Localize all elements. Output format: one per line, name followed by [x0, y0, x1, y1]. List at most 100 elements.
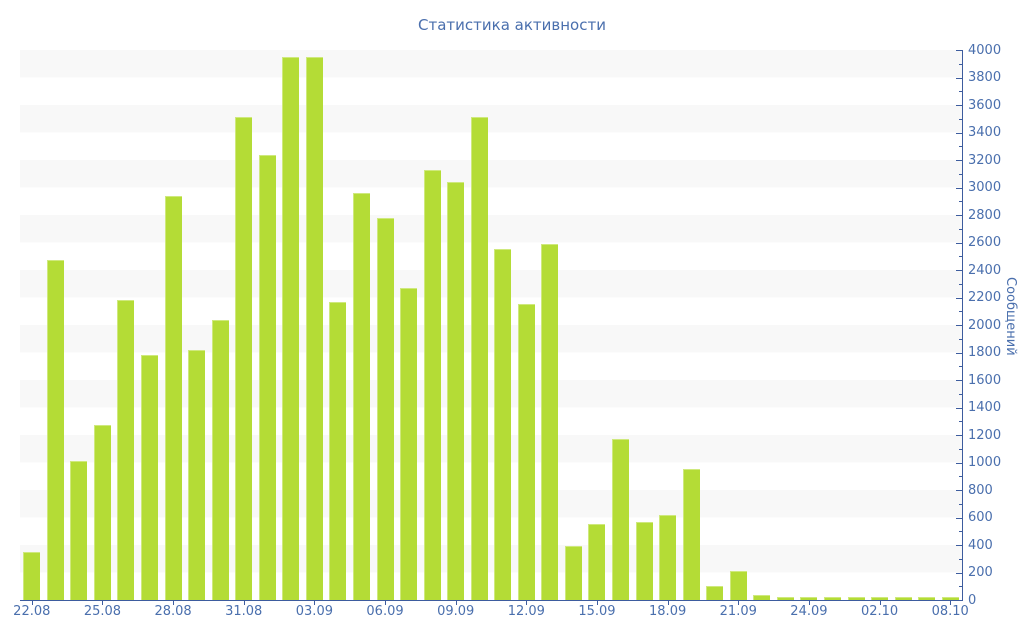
x-axis-tick-label: 15.09	[578, 604, 616, 619]
bar[interactable]	[235, 117, 253, 600]
y-axis-tick-label: 3000	[968, 180, 1002, 195]
bar[interactable]	[400, 287, 418, 600]
y-axis-tick-label: 2200	[968, 290, 1002, 305]
x-axis-tick-label: 24.09	[790, 604, 828, 619]
y-axis-tick-label: 1400	[968, 400, 1002, 415]
x-axis-tick	[667, 600, 669, 605]
x-axis-tick	[879, 600, 881, 605]
y-axis-tick-label: 400	[968, 537, 993, 553]
y-axis-tick-label: 3400	[968, 125, 1002, 140]
bar[interactable]	[494, 249, 512, 600]
y-axis-minor-tick	[958, 558, 962, 560]
bar[interactable]	[117, 300, 135, 600]
y-axis-tick	[956, 215, 962, 216]
y-axis-tick-label: 3200	[968, 152, 1002, 168]
y-axis-minor-tick	[958, 476, 962, 478]
bar[interactable]	[800, 597, 818, 600]
x-axis-tick	[950, 600, 952, 605]
y-axis-tick	[956, 435, 962, 436]
x-axis-tick-label: 21.09	[719, 604, 757, 619]
bar[interactable]	[23, 551, 41, 600]
bar[interactable]	[659, 514, 677, 600]
x-axis-ticks	[20, 600, 962, 605]
bar[interactable]	[541, 243, 559, 600]
x-axis-tick	[808, 600, 810, 605]
bar[interactable]	[329, 301, 347, 600]
y-axis-minor-tick	[958, 146, 962, 148]
bar[interactable]	[211, 319, 229, 600]
y-axis-minor-tick	[958, 421, 962, 423]
y-axis-tick	[956, 50, 962, 51]
bar[interactable]	[941, 597, 959, 600]
y-axis-tick-label: 4000	[968, 42, 1002, 58]
bar[interactable]	[70, 461, 88, 600]
y-axis-tick	[956, 325, 962, 326]
y-axis-tick	[956, 242, 962, 244]
y-axis-tick-label: 1200	[968, 427, 1002, 443]
bar[interactable]	[517, 304, 535, 600]
x-axis-tick	[102, 600, 104, 605]
y-axis-tick	[956, 352, 962, 354]
bar[interactable]	[447, 182, 465, 600]
y-axis-minor-tick	[958, 448, 962, 450]
bar[interactable]	[564, 546, 582, 600]
x-axis-tick	[314, 600, 316, 605]
y-axis-line	[962, 50, 963, 601]
x-axis-tick-label: 06.09	[366, 604, 404, 619]
bar[interactable]	[918, 596, 936, 600]
y-axis-tick	[956, 160, 962, 161]
bar[interactable]	[376, 217, 394, 600]
y-axis-minor-tick	[958, 586, 962, 588]
bar[interactable]	[164, 195, 182, 600]
x-axis-tick	[31, 600, 33, 605]
bar[interactable]	[894, 597, 912, 600]
y-axis-tick-label: 2000	[968, 317, 1002, 333]
y-axis-tick-label: 0	[968, 592, 977, 608]
bar[interactable]	[352, 193, 370, 600]
y-axis-tick-label: 2600	[968, 235, 1002, 250]
y-axis-tick	[956, 517, 962, 519]
bar[interactable]	[588, 524, 606, 600]
bar[interactable]	[258, 154, 276, 600]
y-axis-tick	[956, 545, 962, 546]
x-axis-tick-label: 25.08	[83, 604, 122, 619]
x-axis-tick-label: 08.10	[931, 604, 969, 619]
x-axis-tick	[385, 600, 387, 605]
bar[interactable]	[753, 594, 771, 600]
bar[interactable]	[93, 425, 111, 600]
y-axis-minor-tick	[958, 531, 962, 533]
bar[interactable]	[423, 169, 441, 600]
x-axis-tick	[526, 600, 528, 605]
bar[interactable]	[682, 469, 700, 600]
y-axis-minor-tick	[958, 173, 962, 175]
bar[interactable]	[729, 571, 747, 600]
bar[interactable]	[706, 586, 724, 600]
bar[interactable]	[282, 56, 300, 600]
y-axis-tick	[956, 572, 962, 574]
bar[interactable]	[776, 596, 794, 600]
bar[interactable]	[635, 521, 653, 600]
y-axis-minor-tick	[958, 256, 962, 258]
y-axis-tick	[956, 132, 962, 134]
y-axis-tick	[956, 77, 962, 79]
x-axis-tick-label: 22.08	[13, 604, 51, 619]
y-axis-tick-label: 2400	[968, 262, 1002, 278]
y-axis-tick-label: 1600	[968, 372, 1002, 388]
bar[interactable]	[305, 56, 323, 600]
x-axis-tick-label: 03.09	[295, 604, 333, 619]
y-axis-minor-tick	[958, 311, 962, 313]
bar[interactable]	[188, 349, 206, 600]
x-axis-tick-label: 28.08	[154, 604, 192, 619]
bar[interactable]	[612, 439, 630, 600]
y-axis-tick	[956, 187, 962, 189]
bar[interactable]	[871, 596, 889, 600]
bar[interactable]	[46, 260, 64, 600]
y-axis-tick-label: 800	[968, 482, 993, 498]
bar[interactable]	[470, 117, 488, 600]
x-axis-tick-label: 02.10	[860, 604, 899, 619]
bar[interactable]	[141, 355, 159, 600]
y-axis-tick	[956, 490, 962, 491]
bar[interactable]	[847, 597, 865, 600]
bar[interactable]	[823, 597, 841, 600]
